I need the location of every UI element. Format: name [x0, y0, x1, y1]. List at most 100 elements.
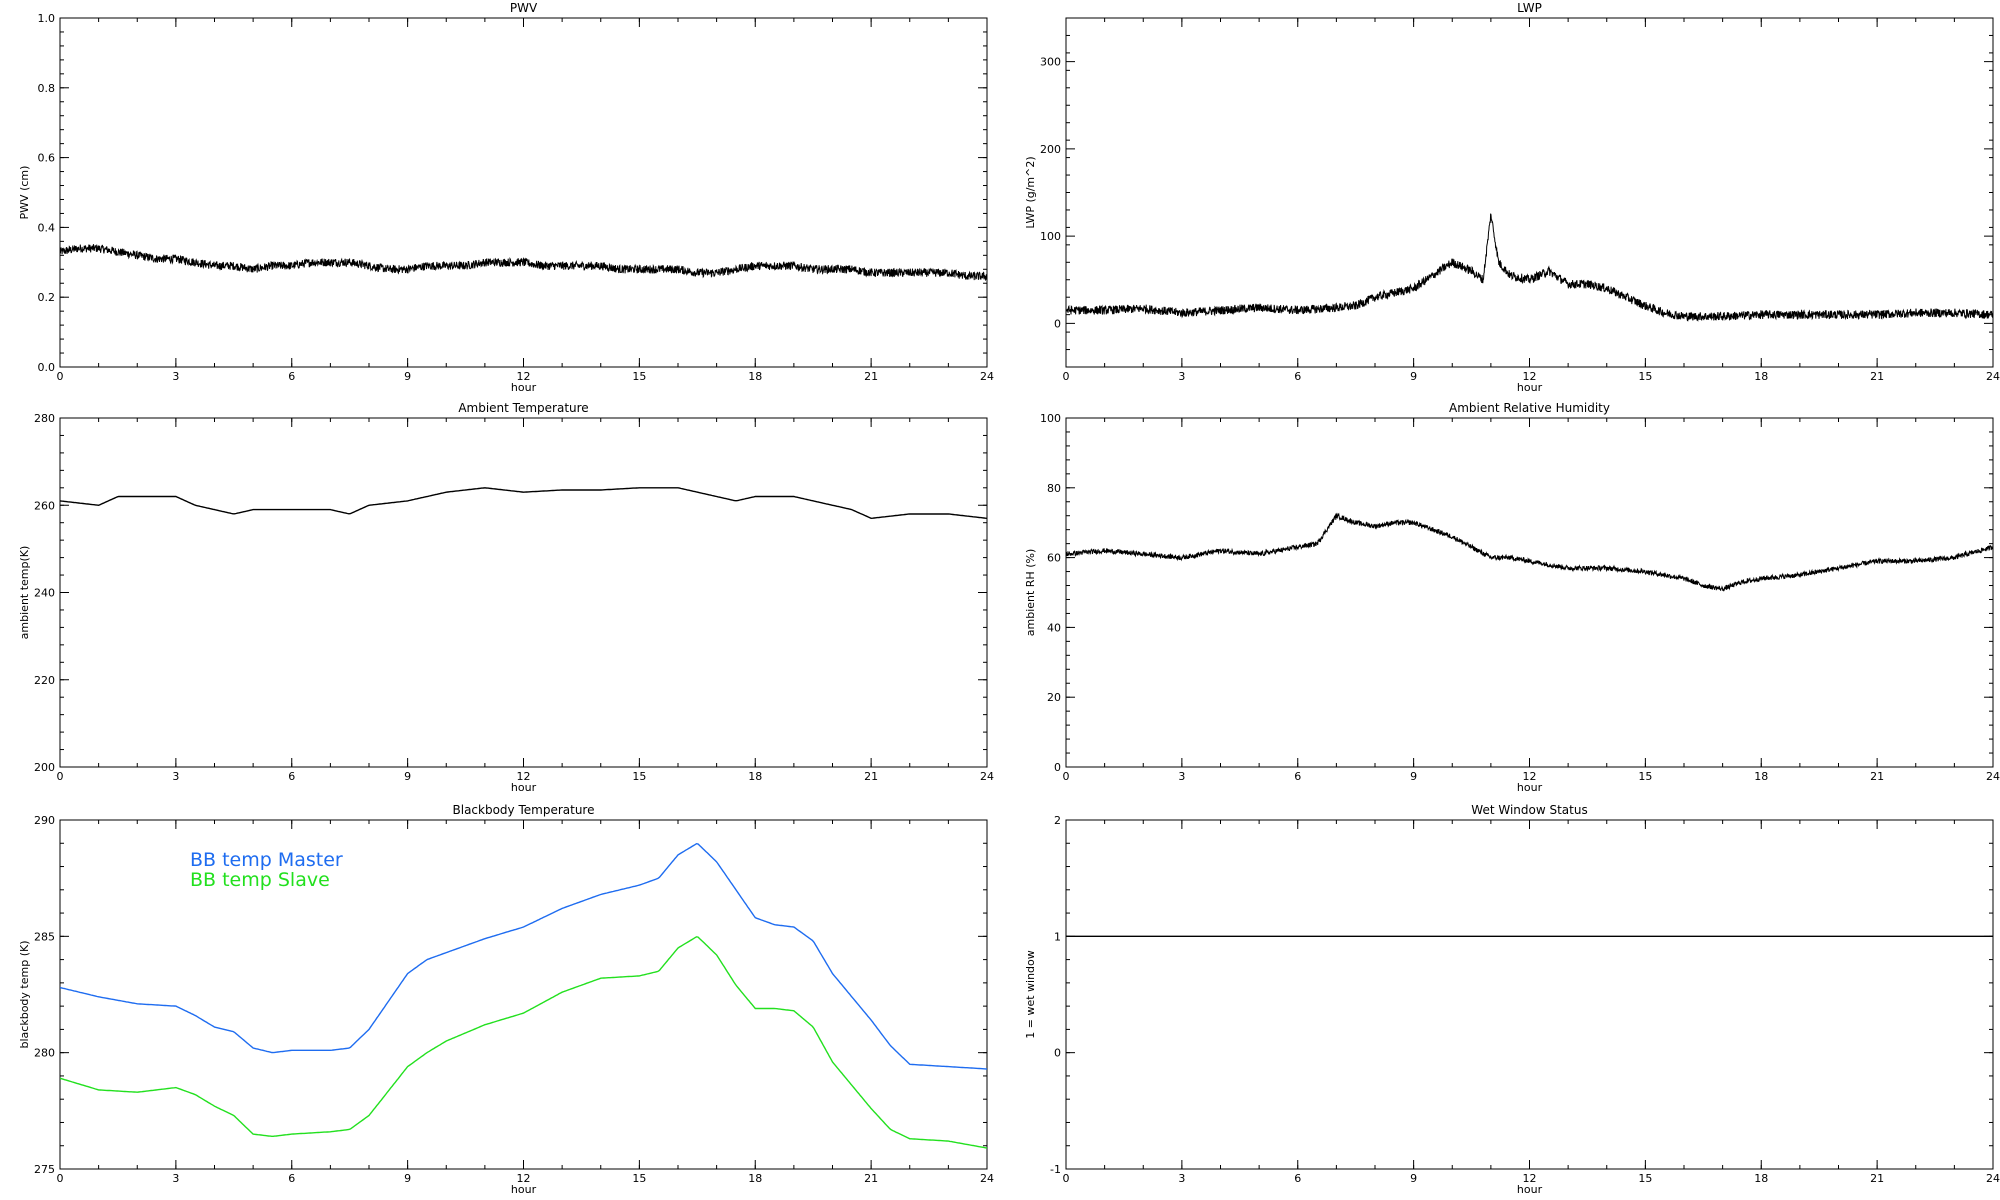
y-tick-label: 240	[34, 587, 55, 600]
x-tick-label: 9	[404, 770, 411, 783]
y-tick-label: 2	[1054, 814, 1061, 827]
x-tick-label: 18	[1754, 1172, 1768, 1185]
x-tick-label: 21	[1870, 1172, 1884, 1185]
y-tick-label: 200	[1040, 143, 1061, 156]
x-tick-label: 6	[288, 1172, 295, 1185]
x-tick-label: 15	[1638, 1172, 1652, 1185]
y-tick-label: 285	[34, 930, 55, 943]
chart-title: Wet Window Status	[1471, 803, 1587, 817]
x-tick-label: 21	[864, 1172, 878, 1185]
y-tick-label: 275	[34, 1163, 55, 1176]
x-tick-label: 24	[980, 370, 994, 383]
y-tick-label: 0.6	[38, 152, 56, 165]
x-tick-label: 9	[1410, 1172, 1417, 1185]
y-tick-label: 40	[1047, 621, 1061, 634]
panel-pwv: PWV 0 3 6 9 12 15 18 21 24 hour 0.0 0.2 0.4 0.6 0.8 1.0 P…	[18, 1, 994, 394]
y-tick-label: 280	[34, 412, 55, 425]
y-tick-label: 0	[1054, 1047, 1061, 1060]
legend-entry: BB temp Master	[190, 849, 343, 871]
chart-title: Ambient Relative Humidity	[1449, 401, 1610, 415]
x-tick-label: 0	[57, 1172, 64, 1185]
y-tick-label: 0.4	[38, 221, 56, 234]
panel-ambient_rh: Ambient Relative Humidity 0 3 6 9 12 15 18 21 24 h…	[1024, 401, 2000, 794]
y-tick-label: 100	[1040, 412, 1061, 425]
x-tick-label: 6	[1294, 1172, 1301, 1185]
y-tick-label: 0	[1054, 317, 1061, 330]
y-axis-title: ambient RH (%)	[1024, 549, 1037, 637]
series-line-ambient_temp-0	[60, 487, 987, 520]
panel-bb_temp: Blackbody Temperature 0 3 6 9 12 15 18 21 24 hour 2…	[18, 803, 994, 1196]
x-tick-label: 9	[404, 370, 411, 383]
x-tick-label: 3	[172, 1172, 179, 1185]
x-tick-label: 18	[1754, 770, 1768, 783]
x-tick-label: 9	[1410, 370, 1417, 383]
x-tick-label: 24	[980, 1172, 994, 1185]
x-tick-label: 9	[1410, 770, 1417, 783]
panel-ambient_temp: Ambient Temperature 0 3 6 9 12 15 18 21 24 hour 200…	[18, 401, 994, 794]
x-tick-label: 12	[1523, 770, 1537, 783]
panel-lwp: LWP 0 3 6 9 12 15 18 21 24 hour 0 100 200 300 LWP (g/m^…	[1024, 1, 2000, 394]
chart-title: LWP	[1517, 1, 1542, 15]
y-tick-label: 0.2	[38, 291, 56, 304]
legend-entry: BB temp Slave	[190, 869, 330, 891]
y-tick-label: 20	[1047, 691, 1061, 704]
x-tick-label: 12	[517, 770, 531, 783]
x-tick-label: 15	[1638, 370, 1652, 383]
x-tick-label: 18	[1754, 370, 1768, 383]
series-line-ambient_rh-0	[1066, 512, 1993, 592]
chart-title: Blackbody Temperature	[453, 803, 595, 817]
x-tick-label: 3	[172, 370, 179, 383]
y-tick-label: 0.8	[38, 82, 56, 95]
x-axis-title: hour	[1517, 781, 1543, 794]
x-tick-label: 15	[1638, 770, 1652, 783]
x-axis-title: hour	[511, 1183, 537, 1196]
x-tick-label: 24	[980, 770, 994, 783]
x-tick-label: 18	[748, 1172, 762, 1185]
x-tick-label: 15	[632, 770, 646, 783]
chart-title: PWV	[510, 1, 538, 15]
x-tick-label: 3	[1178, 1172, 1185, 1185]
y-axis-title: LWP (g/m^2)	[1024, 156, 1037, 228]
y-tick-label: 1.0	[38, 12, 56, 25]
y-axis-title: ambient temp(K)	[18, 546, 31, 640]
x-tick-label: 12	[1523, 1172, 1537, 1185]
y-tick-label: 200	[34, 761, 55, 774]
series-line-pwv-0	[60, 244, 987, 282]
x-tick-label: 12	[1523, 370, 1537, 383]
x-tick-label: 0	[1063, 1172, 1070, 1185]
x-tick-label: 24	[1986, 370, 2000, 383]
y-axis-title: 1 = wet window	[1024, 950, 1037, 1039]
y-tick-label: -1	[1050, 1163, 1061, 1176]
y-tick-label: 100	[1040, 230, 1061, 243]
x-tick-label: 15	[632, 1172, 646, 1185]
chart-title: Ambient Temperature	[458, 401, 588, 415]
x-tick-label: 18	[748, 770, 762, 783]
y-tick-label: 280	[34, 1047, 55, 1060]
x-axis-title: hour	[511, 381, 537, 394]
x-tick-label: 0	[1063, 370, 1070, 383]
x-tick-label: 3	[1178, 370, 1185, 383]
x-tick-label: 0	[57, 370, 64, 383]
x-tick-label: 6	[1294, 370, 1301, 383]
y-axis-title: PWV (cm)	[18, 166, 31, 220]
x-tick-label: 18	[748, 370, 762, 383]
y-axis-title: blackbody temp (K)	[18, 941, 31, 1049]
y-tick-label: 60	[1047, 552, 1061, 565]
x-tick-label: 6	[1294, 770, 1301, 783]
x-tick-label: 21	[1870, 370, 1884, 383]
x-tick-label: 24	[1986, 1172, 2000, 1185]
x-axis-title: hour	[511, 781, 537, 794]
x-tick-label: 9	[404, 1172, 411, 1185]
x-tick-label: 3	[1178, 770, 1185, 783]
series-line-bb-temp-master	[60, 842, 987, 1070]
x-tick-label: 12	[517, 370, 531, 383]
y-tick-label: 0.0	[38, 361, 56, 374]
x-tick-label: 6	[288, 370, 295, 383]
y-tick-label: 1	[1054, 930, 1061, 943]
x-tick-label: 21	[1870, 770, 1884, 783]
x-tick-label: 3	[172, 770, 179, 783]
x-axis-title: hour	[1517, 381, 1543, 394]
